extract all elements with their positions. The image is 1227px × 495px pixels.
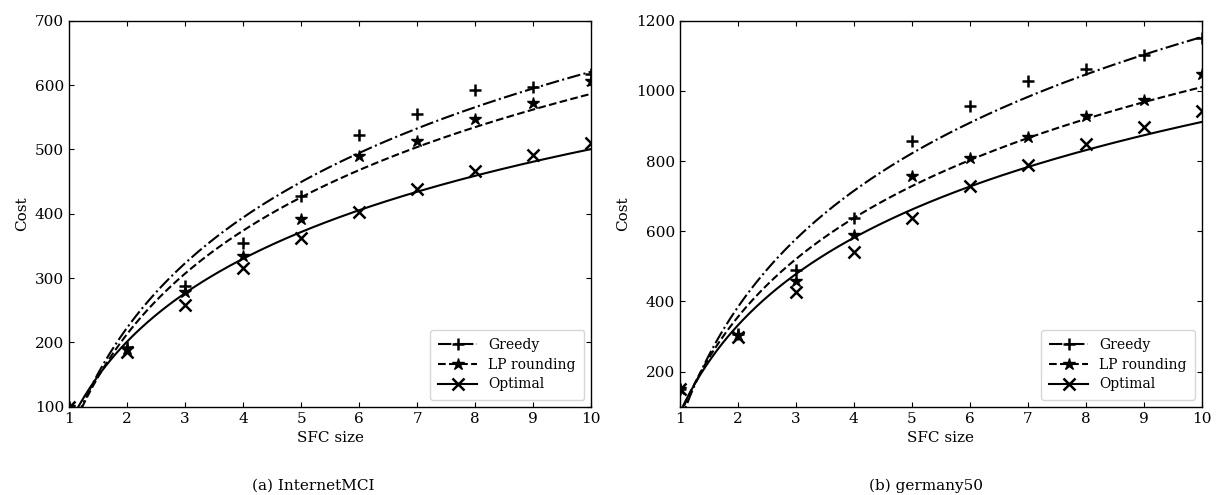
Greedy <box>410 111 425 117</box>
Greedy <box>1021 78 1036 84</box>
Optimal <box>236 265 250 271</box>
Line: LP rounding: LP rounding <box>674 68 1209 396</box>
Optimal <box>1021 162 1036 168</box>
Line: LP rounding: LP rounding <box>63 74 598 413</box>
Optimal <box>730 334 745 340</box>
Optimal <box>847 248 861 254</box>
X-axis label: SFC size: SFC size <box>297 431 363 445</box>
Legend: Greedy, LP rounding, Optimal: Greedy, LP rounding, Optimal <box>1040 330 1195 399</box>
Greedy <box>1079 66 1093 72</box>
LP rounding <box>236 252 250 258</box>
Optimal <box>178 302 193 308</box>
Text: (b) germany50: (b) germany50 <box>870 479 983 493</box>
Greedy <box>467 87 482 93</box>
Optimal <box>1136 124 1151 130</box>
Line: Greedy: Greedy <box>674 32 1209 396</box>
LP rounding <box>1195 71 1210 77</box>
Y-axis label: Cost: Cost <box>15 197 29 231</box>
LP rounding <box>962 155 977 161</box>
LP rounding <box>730 333 745 339</box>
LP rounding <box>1079 113 1093 119</box>
LP rounding <box>352 153 367 159</box>
LP rounding <box>526 100 541 106</box>
Optimal <box>119 349 134 355</box>
LP rounding <box>293 216 308 222</box>
Greedy <box>293 194 308 199</box>
LP rounding <box>467 115 482 121</box>
Line: Optimal: Optimal <box>674 105 1207 395</box>
Greedy <box>847 215 861 221</box>
LP rounding <box>904 173 919 179</box>
Greedy <box>584 71 599 77</box>
Optimal <box>584 140 599 146</box>
Optimal <box>904 215 919 221</box>
Optimal <box>410 186 425 192</box>
Optimal <box>1079 141 1093 147</box>
Greedy <box>352 132 367 138</box>
Greedy <box>904 138 919 144</box>
LP rounding <box>584 78 599 84</box>
Optimal <box>293 235 308 241</box>
LP rounding <box>178 289 193 295</box>
Greedy <box>730 331 745 337</box>
Optimal <box>789 289 804 295</box>
Greedy <box>236 240 250 246</box>
Line: Greedy: Greedy <box>63 67 598 413</box>
Optimal <box>672 386 687 392</box>
Optimal <box>526 151 541 157</box>
Greedy <box>61 404 76 410</box>
Optimal <box>352 209 367 215</box>
X-axis label: SFC size: SFC size <box>907 431 974 445</box>
Y-axis label: Cost: Cost <box>616 197 631 231</box>
Greedy <box>526 84 541 90</box>
Greedy <box>672 386 687 392</box>
Optimal <box>962 183 977 189</box>
LP rounding <box>61 404 76 410</box>
Line: Optimal: Optimal <box>64 138 596 412</box>
LP rounding <box>410 138 425 144</box>
Optimal <box>1195 108 1210 114</box>
Text: (a) InternetMCI: (a) InternetMCI <box>252 479 374 493</box>
Greedy <box>1136 52 1151 58</box>
Greedy <box>119 344 134 350</box>
Greedy <box>178 284 193 290</box>
Optimal <box>467 168 482 174</box>
LP rounding <box>1136 98 1151 103</box>
Greedy <box>789 267 804 273</box>
LP rounding <box>119 346 134 352</box>
Optimal <box>61 404 76 410</box>
LP rounding <box>789 278 804 284</box>
LP rounding <box>1021 134 1036 140</box>
Legend: Greedy, LP rounding, Optimal: Greedy, LP rounding, Optimal <box>431 330 584 399</box>
Greedy <box>962 102 977 108</box>
Greedy <box>1195 35 1210 41</box>
LP rounding <box>672 386 687 392</box>
LP rounding <box>847 233 861 239</box>
